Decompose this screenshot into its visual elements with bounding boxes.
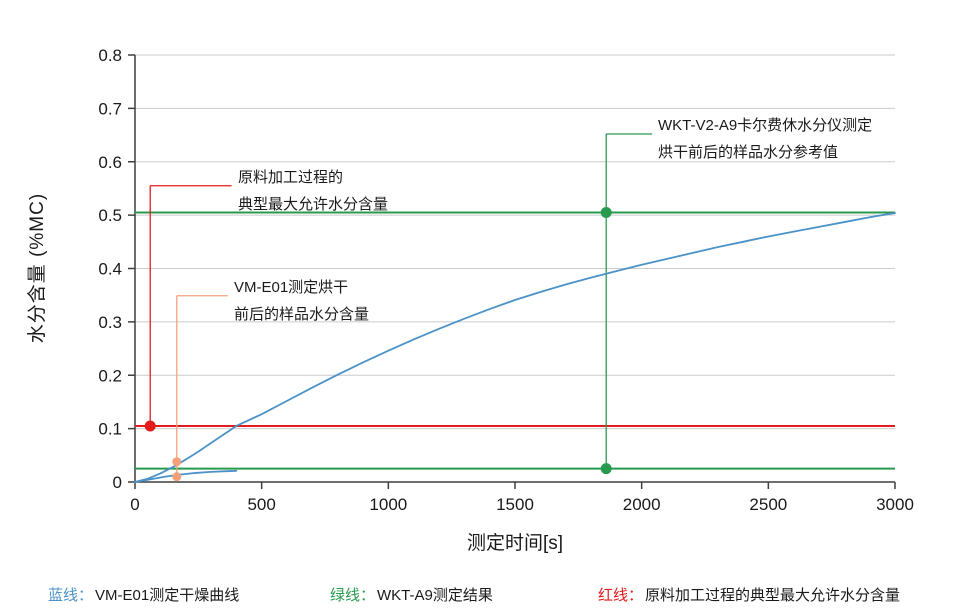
x-tick-label: 2000 [623,495,661,514]
annotation-text: 典型最大允许水分含量 [238,196,389,213]
y-tick-label: 0.6 [98,153,122,172]
annotation-text: WKT-V2-A9卡尔费休水分仪测定 [658,117,873,134]
y-tick-label: 0.2 [98,366,122,385]
legend-key-green: 绿线： [330,587,376,604]
annotation-text: 烘干前后的样品水分参考值 [658,144,839,161]
max-allowed-moisture-point [144,420,156,432]
legend-key-blue: 蓝线： [48,587,94,604]
drying-curve-after-curve [134,469,238,483]
x-axis-title: 测定时间[s] [466,533,564,554]
chart-canvas: 0 0.1 0.2 0.3 0.4 0.5 0.6 0.7 0.8 0 500 1000 1500 200… [98,46,914,514]
annotation-max-allowed-moisture: 原料加工过程的 典型最大允许水分含量 [238,164,388,218]
legend-label: 原料加工过程的典型最大允许水分含量 [645,587,901,604]
y-tick-label: 0.3 [98,313,122,332]
y-tick-label: 0.8 [98,46,122,65]
vm-e01-before-drying-point [172,457,182,467]
vm-e01-after-drying-point [172,472,182,482]
y-tick-label: 0.4 [98,260,122,279]
legend-item-blue-line: 蓝线： VM-E01测定干燥曲线 [48,584,239,605]
legend-key-red: 红线： [598,587,644,604]
annotation-text: 前后的样品水分含量 [234,306,370,323]
legend-label: VM-E01测定干燥曲线 [95,587,240,604]
y-tick-label: 0.7 [98,99,122,118]
y-tick-label: 0 [113,473,122,492]
drying-curve-before-curve [134,212,896,483]
y-axis-title: 水分含量 (%MC) [27,192,48,344]
wkt-lower-reference-point [600,463,612,475]
annotation-text: 原料加工过程的 [238,169,344,186]
x-tick-label: 1500 [496,495,534,514]
legend-item-red-line: 红线： 原料加工过程的典型最大允许水分含量 [598,584,900,605]
wkt-upper-reference-point [600,206,612,218]
y-tick-label: 0.1 [98,420,122,439]
y-tick-label: 0.5 [98,206,122,225]
x-tick-label: 3000 [876,495,914,514]
x-tick-label: 1000 [369,495,407,514]
legend-item-green-line: 绿线： WKT-A9测定结果 [330,584,493,605]
x-tick-label: 500 [247,495,275,514]
x-tick-label: 2500 [749,495,787,514]
legend-label: WKT-A9测定结果 [377,587,493,604]
x-tick-label: 0 [130,495,139,514]
annotation-wkt-v2-a9-reference: WKT-V2-A9卡尔费休水分仪测定 烘干前后的样品水分参考值 [658,112,872,166]
annotation-vm-e01-samples: VM-E01测定烘干 前后的样品水分含量 [234,274,369,328]
annotation-text: VM-E01测定烘干 [234,279,349,296]
